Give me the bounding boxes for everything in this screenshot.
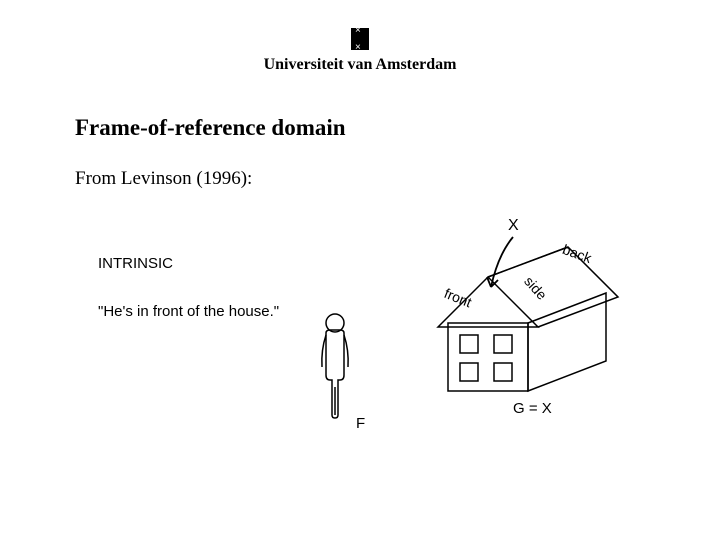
slide-page: Universiteit van Amsterdam Frame-of-refe… [0, 0, 720, 540]
page-title: Frame-of-reference domain [75, 115, 346, 141]
label-gx: G = X [513, 400, 552, 417]
label-f: F [356, 415, 365, 432]
university-logo-icon [351, 28, 369, 50]
label-x: X [508, 217, 519, 235]
header: Universiteit van Amsterdam [0, 28, 720, 74]
person-icon [322, 314, 348, 418]
page-subtitle: From Levinson (1996): [75, 168, 252, 190]
university-name: Universiteit van Amsterdam [0, 56, 720, 74]
house-icon [438, 247, 618, 391]
intrinsic-diagram: INTRINSIC "He's in front of the house." [78, 215, 643, 450]
